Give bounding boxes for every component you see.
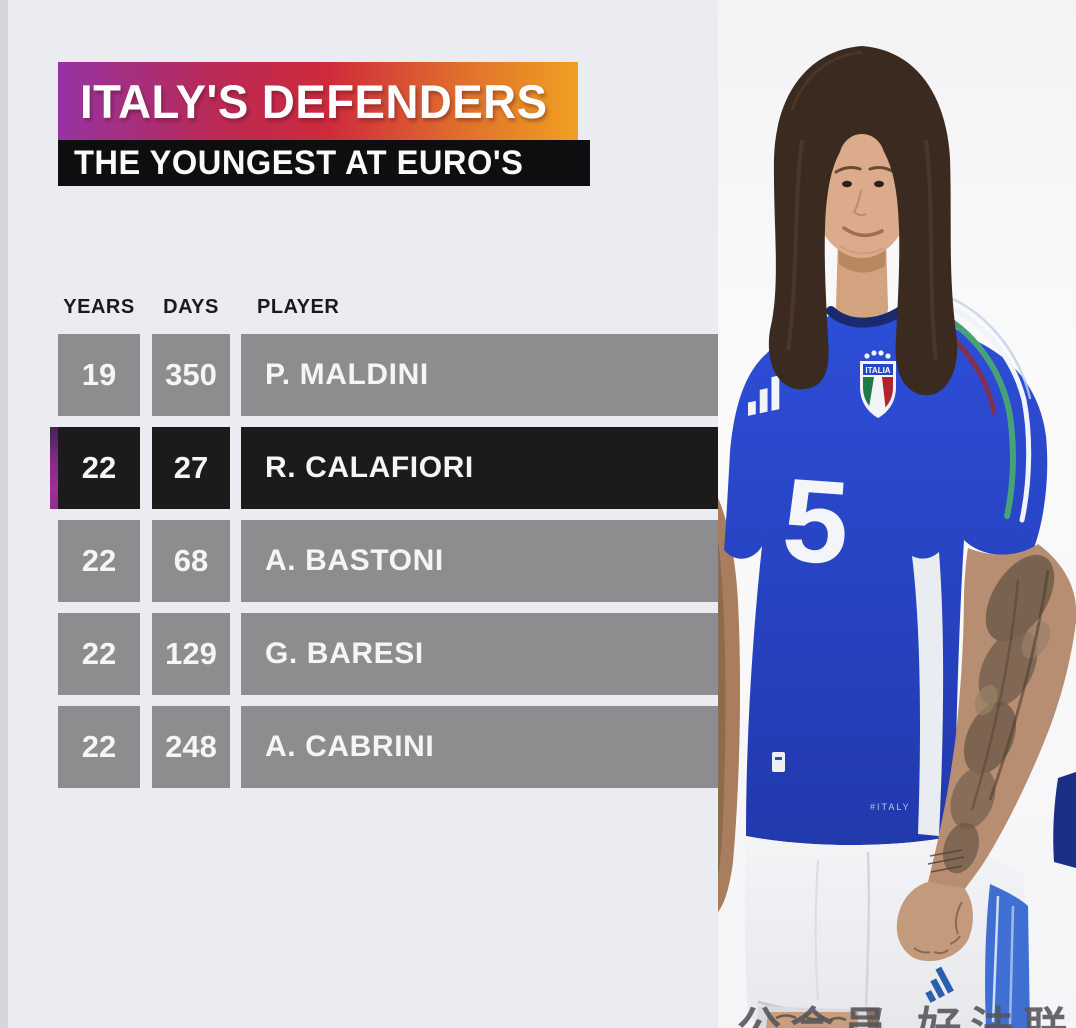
left-edge-strip — [0, 0, 8, 1028]
player-left-arm — [718, 498, 741, 912]
column-header-days: DAYS — [163, 296, 219, 318]
player-tattooed-arm — [896, 544, 1076, 962]
years-cell: 22 — [58, 427, 140, 509]
eye — [842, 180, 852, 188]
days-cell: 248 — [152, 706, 230, 788]
years-cell: 22 — [58, 520, 140, 602]
table-row: 22 68 A. BASTONI — [0, 520, 718, 602]
mouth — [842, 226, 884, 238]
player-cell: A. BASTONI — [241, 520, 718, 602]
days-cell: 68 — [152, 520, 230, 602]
page-subtitle: THE YOUNGEST AT EURO'S — [74, 143, 524, 182]
page-title: ITALY'S DEFENDERS — [80, 74, 548, 128]
shorts-adidas-logo-icon — [925, 966, 954, 1003]
days-cell: 27 — [152, 427, 230, 509]
column-header-player: PLAYER — [257, 296, 340, 318]
player-shin — [766, 1012, 858, 1028]
table-row: 19 350 P. MALDINI — [0, 334, 718, 416]
player-cell: G. BARESI — [241, 613, 718, 695]
years-cell: 22 — [58, 613, 140, 695]
column-header-years: YEARS — [63, 296, 135, 318]
jersey-side-panel — [912, 552, 944, 836]
title-banner: ITALY'S DEFENDERS — [58, 62, 578, 140]
player-face — [813, 128, 911, 258]
player-cell: A. CABRINI — [241, 706, 718, 788]
shorts-side-stripe — [985, 884, 1030, 1028]
jersey-hem-tag — [772, 752, 785, 772]
player-hair — [768, 46, 958, 396]
italy-badge: ITALIA — [860, 350, 896, 418]
badge-text: ITALIA — [865, 366, 890, 375]
table-row: 22 248 A. CABRINI — [0, 706, 718, 788]
jersey-edge-fragment — [1053, 772, 1076, 868]
years-cell: 22 — [58, 706, 140, 788]
table-row-highlighted: 22 27 R. CALAFIORI — [0, 427, 718, 509]
eyebrow — [834, 166, 862, 174]
watermark-text: 公会员 好法联盟 — [737, 992, 1076, 1028]
jersey: ITALIA 5 #ITALY — [724, 292, 1048, 846]
row-accent-bar — [50, 427, 59, 509]
years-cell: 19 — [58, 334, 140, 416]
table-row: 22 129 G. BARESI — [0, 613, 718, 695]
leg-shadow — [866, 1008, 882, 1028]
table-header: YEARS DAYS PLAYER — [0, 296, 718, 322]
jersey-hem-print: #ITALY — [870, 802, 911, 812]
player-hand — [896, 882, 973, 962]
player-cell: R. CALAFIORI — [241, 427, 718, 509]
days-cell: 350 — [152, 334, 230, 416]
nose — [852, 189, 867, 217]
player-cell: P. MALDINI — [241, 334, 718, 416]
subtitle-banner: THE YOUNGEST AT EURO'S — [58, 140, 590, 186]
adidas-logo-icon — [748, 375, 780, 416]
player-photo: ITALIA 5 #ITALY — [718, 0, 1076, 1028]
eye — [874, 180, 884, 188]
jersey-number: 5 — [779, 454, 854, 590]
days-cell: 129 — [152, 613, 230, 695]
wrist-script-tattoo — [927, 849, 965, 873]
player-illustration: ITALIA 5 #ITALY — [718, 46, 1076, 1028]
